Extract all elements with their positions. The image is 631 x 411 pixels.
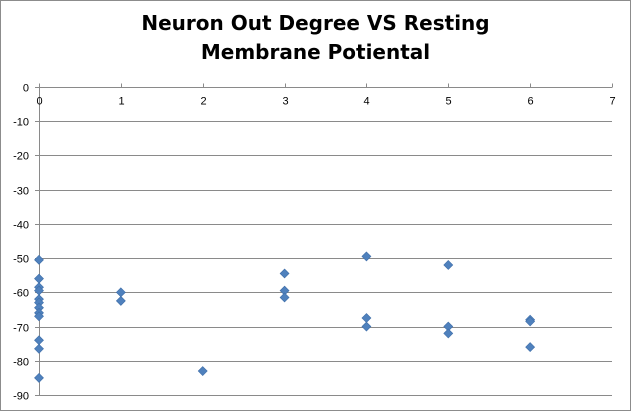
data-point-20 [361,321,372,332]
y-tick-label: -60 [13,288,29,300]
data-point-25 [525,316,536,327]
x-tick-label: 0 [36,96,42,108]
y-tick-label: -30 [13,186,29,198]
data-point-14 [197,366,208,376]
x-tick-label: 3 [282,96,288,108]
y-tick-label: -50 [13,254,29,266]
data-point-10 [34,343,44,354]
x-tick-label: 1 [118,96,124,108]
x-tick-label: 5 [445,96,451,108]
tick-labels: 0 -10 -20 -30 -40 -50 -60 -70 -80 -90 0 1 2 3 4 5 6 7 [13,83,615,403]
chart-title: Neuron Out Degree VS Resting Membrane Po… [1,9,630,67]
data-point-1 [34,273,44,284]
x-tick-label: 6 [527,96,533,108]
data-point-11 [34,372,44,383]
y-tick-label: -70 [13,323,29,335]
chart-title-text: Neuron Out Degree VS Resting Membrane Po… [141,11,490,64]
data-point-0 [34,254,44,265]
data-point-19 [361,313,372,323]
data-point-18 [361,251,372,262]
y-tick-label: -40 [13,220,29,232]
data-points [34,251,536,383]
data-point-17 [279,292,290,303]
data-point-9 [34,335,44,346]
data-point-13 [115,295,126,306]
gridlines [39,121,612,396]
data-point-23 [443,328,454,339]
data-point-21 [443,260,454,270]
y-tick-label: -80 [13,357,29,369]
data-point-26 [525,342,536,353]
y-tick-label: -90 [13,391,29,403]
x-tick-label: 7 [609,96,615,108]
axes [35,83,613,396]
y-tick-label: -20 [13,151,29,163]
data-point-8 [34,311,44,322]
data-point-15 [279,268,290,279]
y-tick-label: -10 [13,117,29,129]
y-tick-label: 0 [23,83,29,95]
x-tick-label: 2 [200,96,206,108]
x-tick-label: 4 [363,96,369,108]
data-point-12 [115,287,126,298]
